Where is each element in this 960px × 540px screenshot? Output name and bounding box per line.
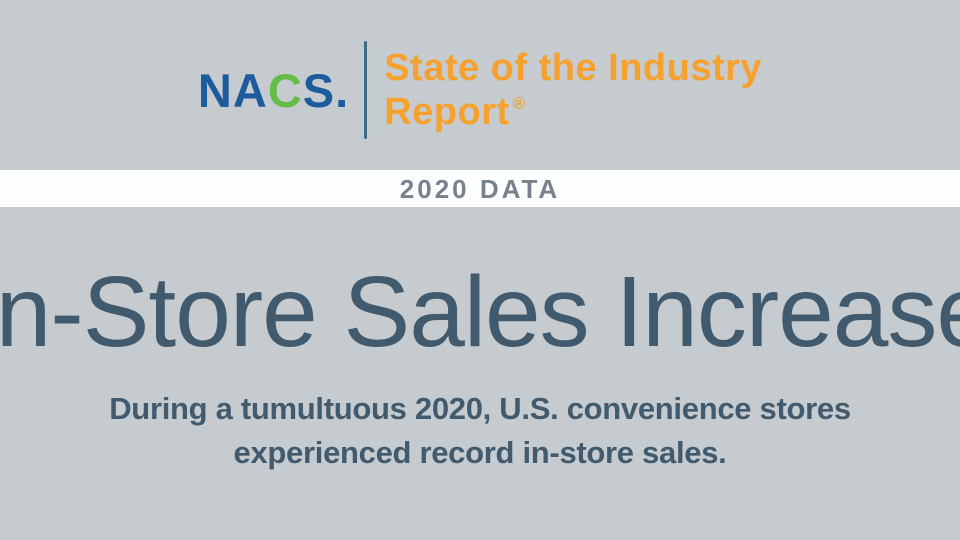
subtitle-line-1: During a tumultuous 2020, U.S. convenien… [109,391,851,426]
nacs-logo-part-c: C [267,63,303,117]
year-banner: 2020 DATA [0,170,960,207]
headline: In-Store Sales Increase [0,256,960,368]
subtitle: During a tumultuous 2020, U.S. convenien… [0,387,960,475]
nacs-logo: NACS. [198,67,349,114]
subtitle-line-2: experienced record in-store sales. [233,435,727,471]
report-title-line-1: State of the Industry [384,46,763,89]
logo-divider [364,41,368,139]
report-title-line-2: Report ® [384,91,526,133]
registered-trademark-mark: ® [512,94,526,113]
nacs-logo-part-s: S. [302,63,350,117]
nacs-logo-part-na: NA [197,63,268,117]
brand-header: NACS. State of the Industry Report ® [0,28,960,152]
report-title: State of the Industry Report ® [384,46,762,135]
headline-row: In-Store Sales Increase [0,262,960,362]
year-banner-label: 2020 DATA [399,174,561,204]
